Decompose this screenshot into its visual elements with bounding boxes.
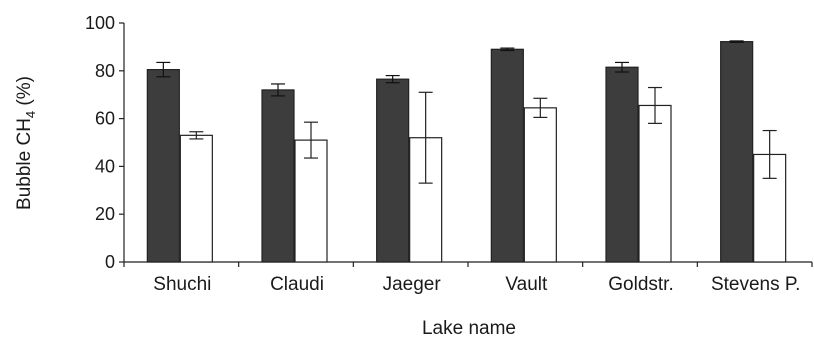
error-bars (156, 40, 777, 184)
x-tick-label: Stevens P. (711, 274, 800, 295)
bar (146, 69, 180, 263)
y-axis: 0 20 40 60 80 100 (85, 13, 125, 272)
y-tick-label: 80 (95, 61, 115, 81)
bar (605, 66, 639, 263)
bar (261, 89, 295, 263)
y-tick-label: 20 (95, 204, 115, 224)
bar (490, 48, 524, 263)
x-tick-label: Shuchi (153, 274, 211, 295)
y-tick-label: 40 (95, 156, 115, 176)
x-tick-label: Vault (505, 274, 548, 295)
y-tick-label: 100 (85, 13, 115, 33)
x-tick-label: Goldstr. (608, 274, 673, 295)
y-tick-label: 60 (95, 109, 115, 129)
bar (720, 41, 754, 263)
bar (376, 78, 410, 263)
bar (638, 104, 672, 263)
bar (179, 134, 213, 263)
bar (294, 139, 328, 263)
x-axis-title: Lake name (422, 318, 516, 339)
y-tick-label: 0 (105, 252, 115, 272)
x-tick-label: Claudi (270, 274, 324, 295)
bar (523, 107, 557, 263)
y-axis-title: Bubble CH4 (%) (14, 76, 38, 210)
x-tick-label: Jaeger (383, 274, 442, 295)
x-axis: Shuchi Claudi Jaeger Vault Goldstr. Stevens P… (123, 261, 813, 295)
bars (146, 41, 787, 263)
